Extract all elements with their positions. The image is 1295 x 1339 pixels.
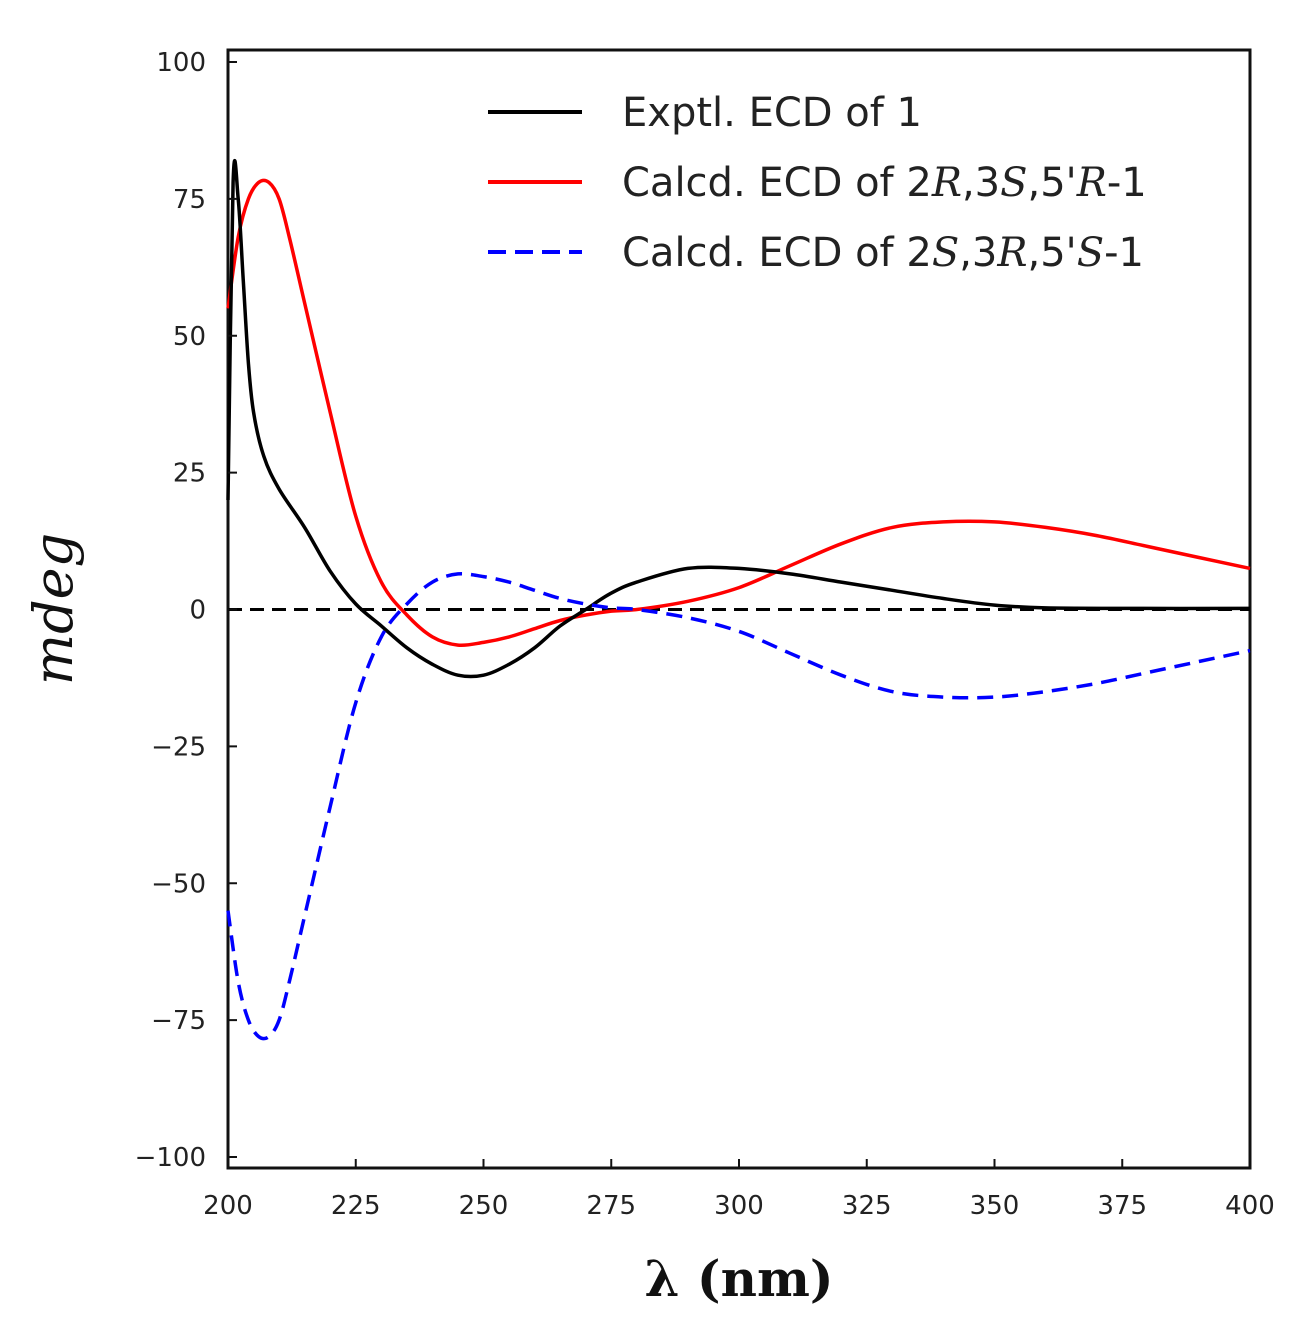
legend-label-3: Calcd. ECD of 2S,3R,5'S-1 xyxy=(622,230,1144,276)
y-tick-label: 50 xyxy=(173,322,206,352)
y-tick-label: −50 xyxy=(151,869,206,899)
x-tick-label: 325 xyxy=(842,1191,892,1221)
y-tick-label: −25 xyxy=(151,732,206,762)
legend-label-1: Exptl. ECD of 1 xyxy=(622,90,922,136)
x-axis-label: λ (nm) xyxy=(644,1249,833,1308)
series-line-1 xyxy=(226,159,1251,679)
x-tick-label: 225 xyxy=(331,1191,381,1221)
y-tick-label: 0 xyxy=(189,596,206,626)
y-tick-label: 75 xyxy=(173,185,206,215)
x-tick-label: 250 xyxy=(459,1191,509,1221)
x-tick-label: 200 xyxy=(203,1191,253,1221)
y-tick-label: −75 xyxy=(151,1006,206,1036)
x-tick-label: 300 xyxy=(714,1191,764,1221)
y-axis-label: mdeg xyxy=(22,533,85,685)
series-line-2 xyxy=(226,178,1251,648)
legend-label-2: Calcd. ECD of 2R,3S,5'R-1 xyxy=(622,160,1147,206)
x-tick-label: 400 xyxy=(1225,1191,1275,1221)
y-tick-label: −100 xyxy=(135,1143,206,1173)
x-tick-label: 275 xyxy=(586,1191,636,1221)
series-line-3 xyxy=(226,571,1251,1041)
y-tick-label: 100 xyxy=(156,48,206,78)
x-tick-label: 350 xyxy=(970,1191,1020,1221)
y-tick-label: 25 xyxy=(173,459,206,489)
x-tick-label: 375 xyxy=(1097,1191,1147,1221)
